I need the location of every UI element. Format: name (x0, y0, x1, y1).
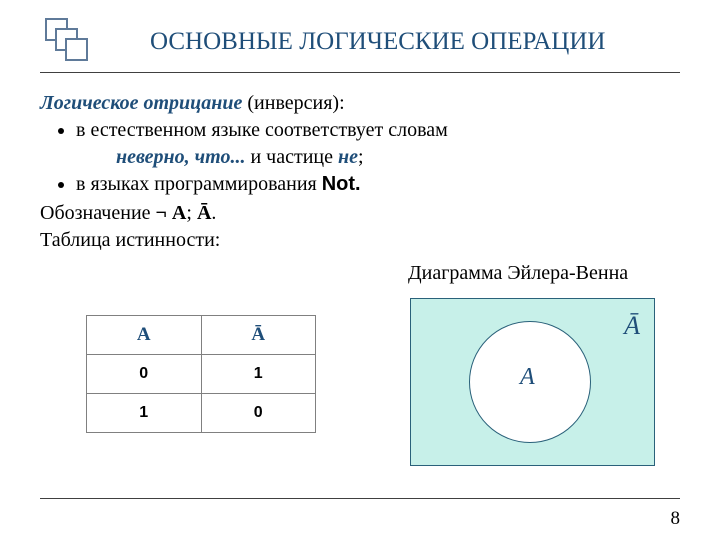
term: Логическое отрицание (40, 92, 242, 114)
venn-diagram: A Ā (410, 298, 655, 466)
notation-sep: ; (186, 202, 197, 224)
notation-end: . (211, 202, 216, 224)
divider-bottom (40, 498, 680, 499)
cell: 1 (87, 394, 202, 433)
bullet-1-end: ; (358, 146, 364, 168)
bullet-list-2: в языках программирования Not. (76, 171, 690, 198)
phrase-ne: не (338, 146, 358, 168)
venn-label-A: A (520, 364, 535, 391)
keyword-not: Not. (322, 173, 361, 195)
page-number: 8 (671, 508, 681, 530)
truth-label: Таблица истинности: (40, 227, 690, 254)
table-row: 0 1 (87, 355, 316, 394)
bullet-list: в естественном языке соответствует слова… (76, 117, 690, 144)
table-header-row: А Ā (87, 316, 316, 355)
notation-negA: ¬ А (156, 202, 187, 224)
venn-label-Abar: Ā (624, 311, 640, 341)
bullet-1-join: и частице (245, 146, 338, 168)
page-title: ОСНОВНЫЕ ЛОГИЧЕСКИЕ ОПЕРАЦИИ (150, 28, 605, 56)
venn-title: Диаграмма Эйлера-Венна (408, 262, 628, 285)
bullet-2-text: в языках программирования (76, 173, 322, 195)
th-Abar: Ā (201, 316, 316, 355)
divider-top (40, 72, 680, 73)
bullet-1-indent: неверно, что... и частице не; (116, 144, 690, 171)
content: Логическое отрицание (инверсия): в естес… (40, 90, 690, 254)
phrase-neverno: неверно, что... (116, 146, 245, 168)
cell: 0 (87, 355, 202, 394)
notation-line: Обозначение ¬ А; Ā. (40, 200, 690, 227)
cell: 0 (201, 394, 316, 433)
cell: 1 (201, 355, 316, 394)
th-A: А (87, 316, 202, 355)
truth-table: А Ā 0 1 1 0 (86, 315, 316, 433)
term-rest: (инверсия): (242, 92, 344, 114)
bullet-1: в естественном языке соответствует слова… (76, 117, 690, 144)
bullet-2: в языках программирования Not. (76, 171, 690, 198)
slide: ОСНОВНЫЕ ЛОГИЧЕСКИЕ ОПЕРАЦИИ Логическое … (0, 0, 720, 540)
bullet-1-text: в естественном языке соответствует слова… (76, 119, 448, 141)
table-row: 1 0 (87, 394, 316, 433)
notation-Abar: Ā (197, 202, 211, 224)
notation-label: Обозначение (40, 202, 156, 224)
logo-icon (45, 18, 97, 70)
heading-line: Логическое отрицание (инверсия): (40, 90, 690, 117)
